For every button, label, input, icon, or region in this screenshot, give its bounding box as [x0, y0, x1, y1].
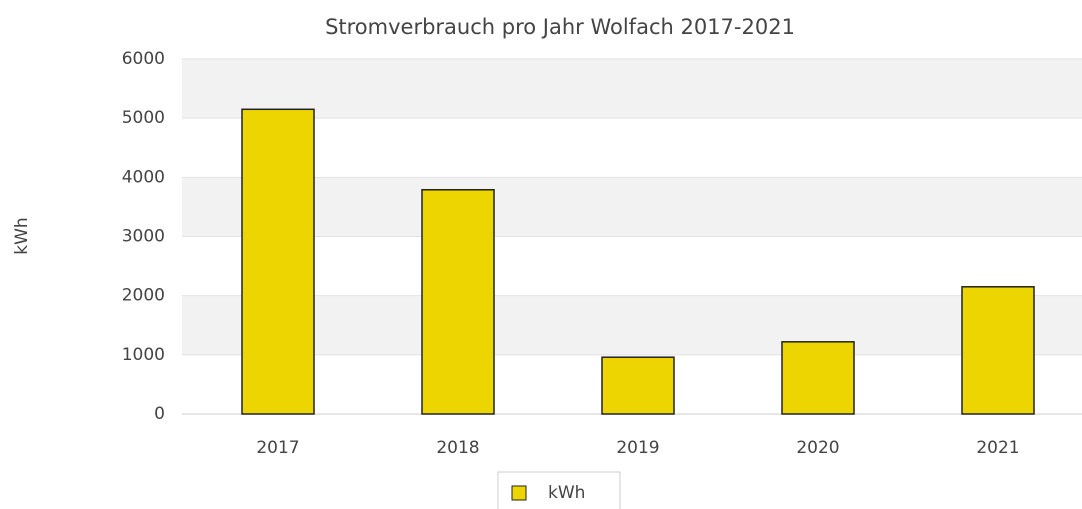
- legend-swatch: [511, 485, 527, 501]
- y-tick-label: 4000: [122, 167, 165, 187]
- bar: [961, 286, 1035, 415]
- x-tick-label: 2019: [616, 438, 659, 458]
- y-tick-label: 3000: [122, 227, 165, 247]
- grid-band: [182, 59, 1082, 119]
- bar: [421, 189, 495, 415]
- y-tick-label: 6000: [122, 49, 165, 69]
- x-tick-label: 2018: [436, 438, 479, 458]
- y-tick-label: 2000: [122, 286, 165, 306]
- bar: [781, 341, 855, 415]
- bar: [601, 356, 675, 415]
- x-tick-label: 2020: [796, 438, 839, 458]
- x-tick-label: 2021: [976, 438, 1019, 458]
- bar: [241, 108, 315, 415]
- chart-title: Stromverbrauch pro Jahr Wolfach 2017-202…: [325, 15, 795, 39]
- grid-band: [182, 295, 1082, 355]
- y-axis-label: kWh: [12, 217, 32, 254]
- y-tick-label: 0: [154, 404, 165, 424]
- x-tick-label: 2017: [256, 438, 299, 458]
- y-tick-label: 5000: [122, 108, 165, 128]
- legend-label: kWh: [548, 483, 585, 503]
- y-tick-label: 1000: [122, 345, 165, 365]
- grid-band: [182, 177, 1082, 237]
